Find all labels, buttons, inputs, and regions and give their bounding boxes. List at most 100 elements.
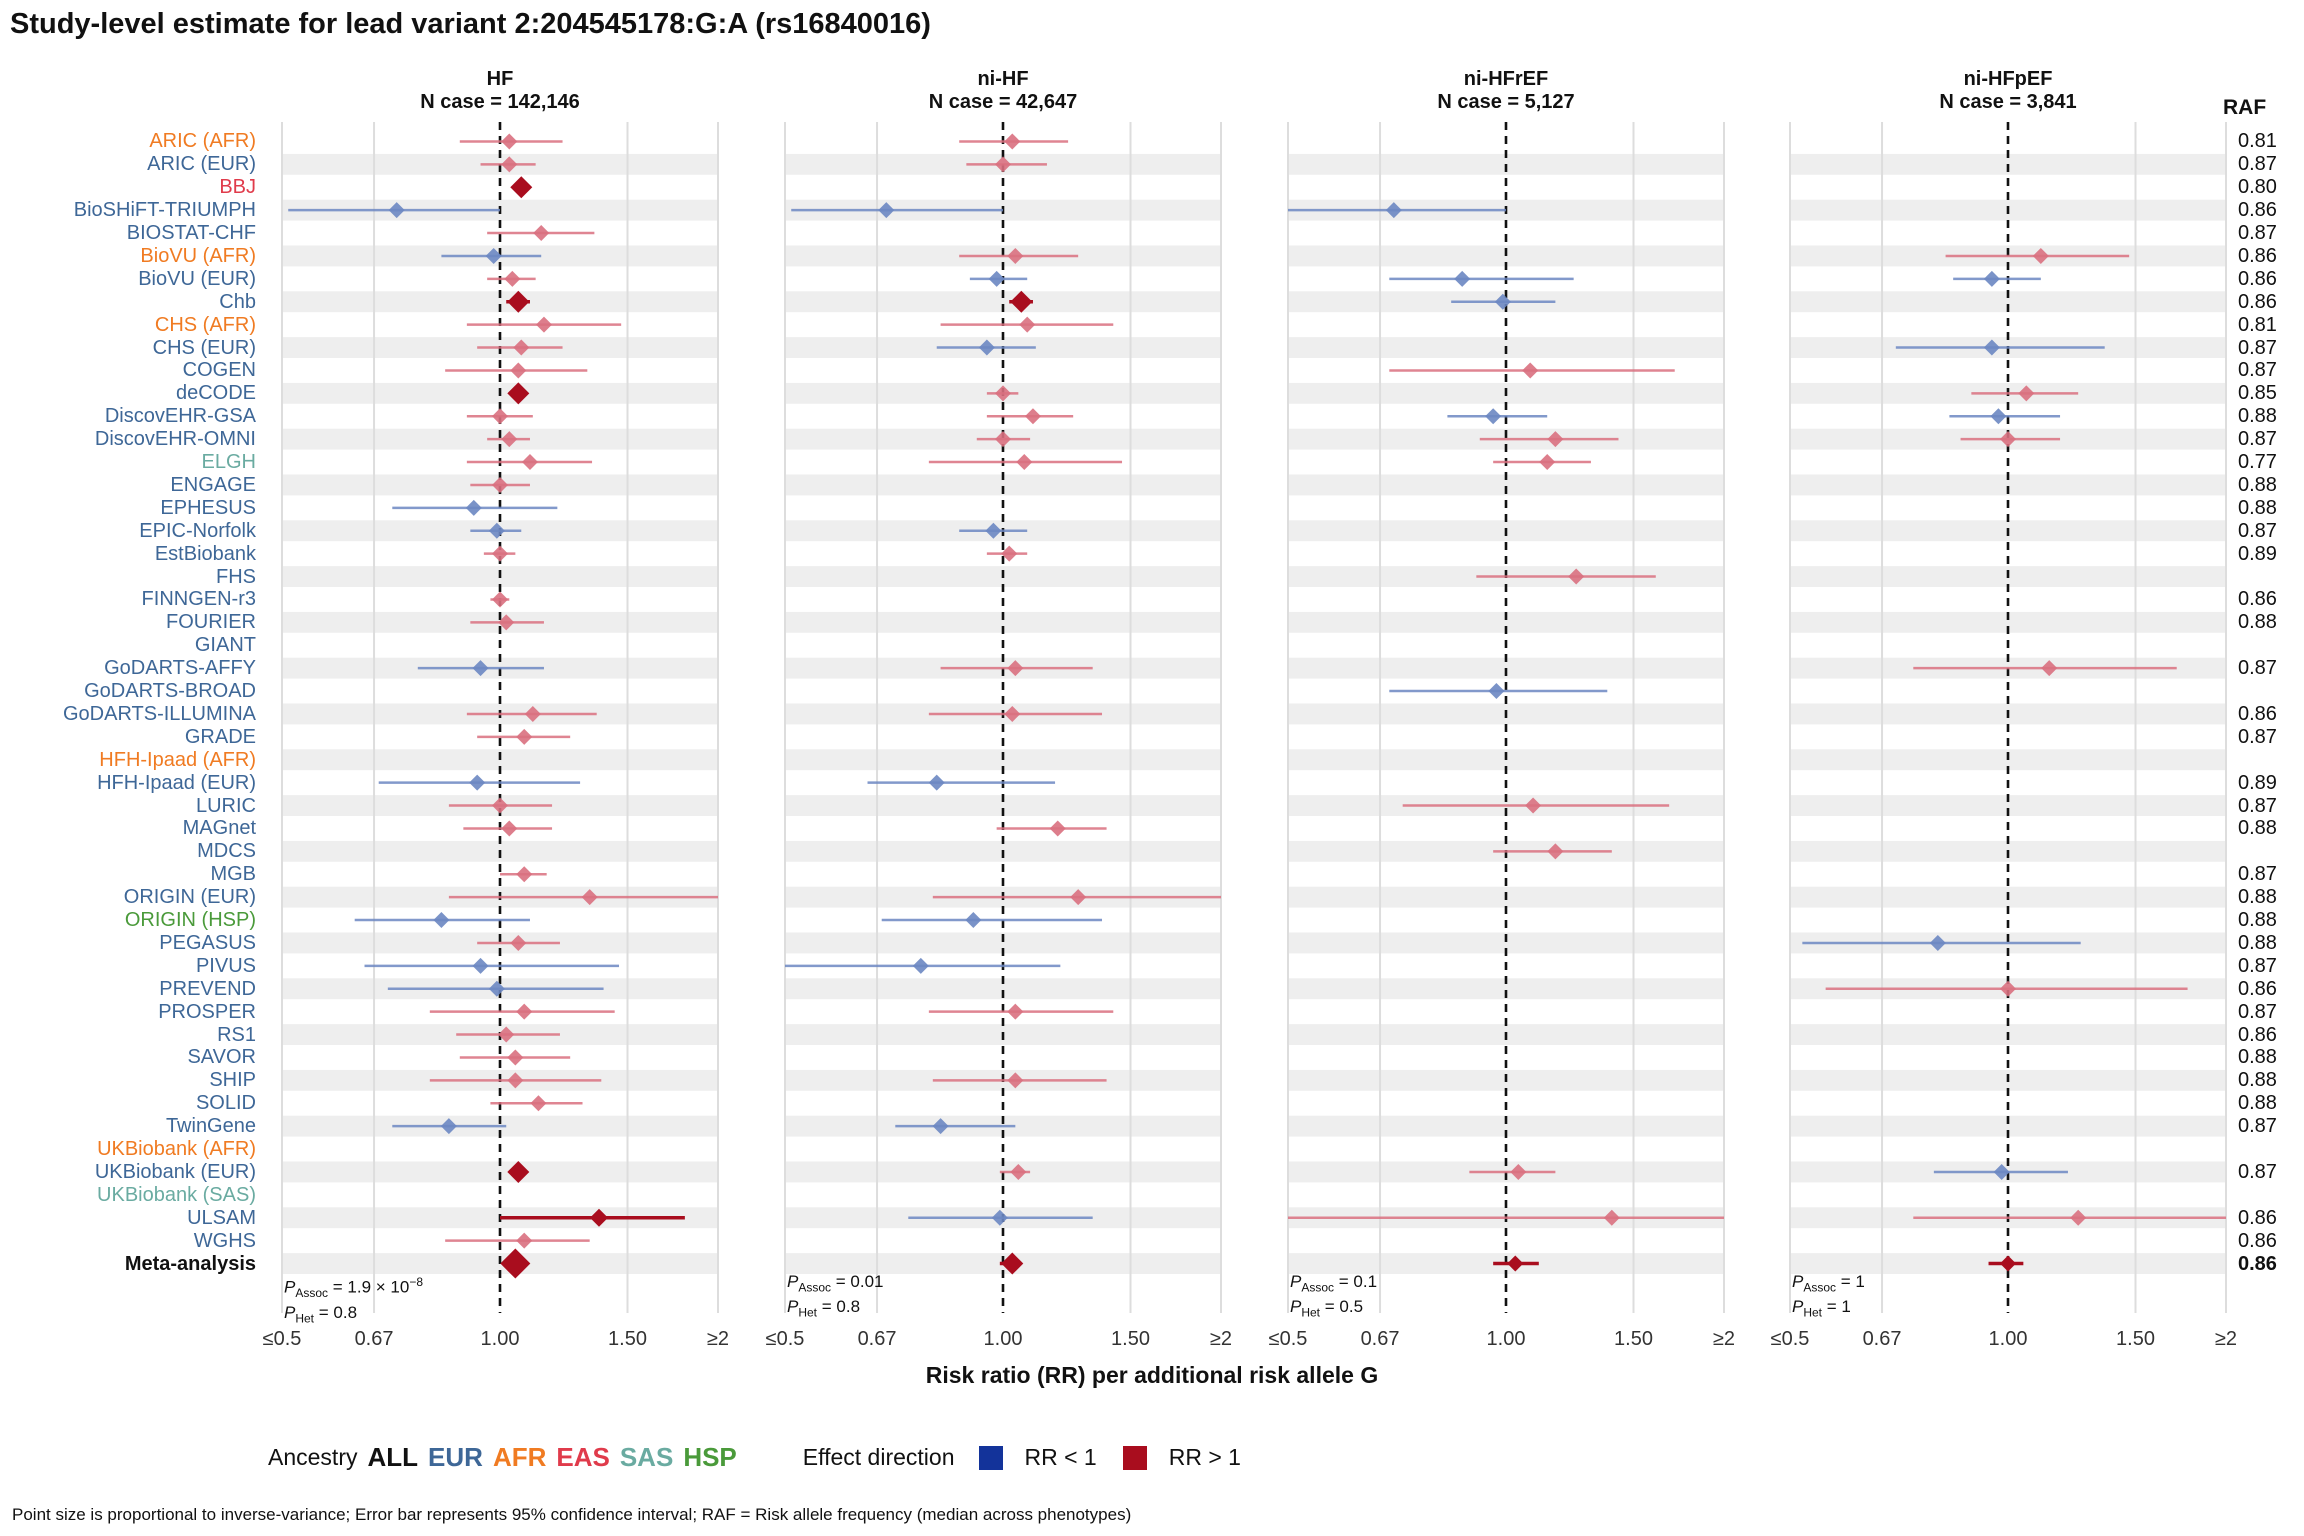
raf-value: 0.87 xyxy=(2238,863,2277,886)
raf-value: 0.87 xyxy=(2238,428,2277,451)
raf-value: 0.86 xyxy=(2238,267,2277,290)
point-estimate xyxy=(1568,568,1585,585)
x-tick-label: 1.00 xyxy=(1988,1328,2028,1350)
study-label: CHS (EUR) xyxy=(152,336,256,359)
point-estimate xyxy=(1010,1163,1027,1180)
x-tick-label: ≤0.5 xyxy=(1770,1328,1810,1350)
point-estimate xyxy=(932,1118,949,1135)
raf-value: 0.77 xyxy=(2238,451,2277,474)
raf-value: 0.89 xyxy=(2238,542,2277,565)
point-estimate xyxy=(501,133,518,150)
panel-title: ni-HFrEF N case = 5,127 xyxy=(1288,68,1724,114)
legend-ancestry-label: Ancestry xyxy=(268,1444,358,1470)
point-estimate xyxy=(1547,843,1564,860)
study-label: ENGAGE xyxy=(170,473,256,496)
study-label: HFH-Ipaad (AFR) xyxy=(99,748,256,771)
study-label: ORIGIN (EUR) xyxy=(123,886,256,909)
legend-effect-rr-lt-1: RR < 1 xyxy=(1024,1444,1097,1470)
point-estimate xyxy=(1522,362,1539,379)
study-label: EstBiobank xyxy=(154,542,256,565)
study-label: BioVU (EUR) xyxy=(138,267,256,290)
study-label: MGB xyxy=(210,863,256,886)
point-estimate xyxy=(510,176,533,199)
x-tick-label: 1.50 xyxy=(1111,1328,1150,1350)
point-estimate xyxy=(1525,797,1542,814)
study-label: EPIC-Norfolk xyxy=(139,519,256,542)
row-stripe xyxy=(1288,1115,1724,1137)
study-label: BIOSTAT-CHF xyxy=(126,222,256,245)
point-estimate xyxy=(504,270,521,287)
point-estimate xyxy=(1993,1163,2010,1180)
study-label: ARIC (AFR) xyxy=(149,130,256,153)
legend-ancestry-sas: SAS xyxy=(619,1442,674,1472)
raf-value: 0.87 xyxy=(2238,1115,2277,1138)
study-label: PIVUS xyxy=(195,954,256,977)
x-tick-label: 0.67 xyxy=(857,1328,897,1350)
study-label: GRADE xyxy=(184,725,256,748)
row-stripe xyxy=(1790,1115,2226,1137)
raf-value: 0.87 xyxy=(2238,657,2277,680)
raf-value: 0.87 xyxy=(2238,1160,2277,1183)
study-label: MDCS xyxy=(197,840,256,863)
point-estimate xyxy=(912,957,929,974)
point-estimate xyxy=(1603,1209,1620,1226)
panel-n-case: N case = 3,841 xyxy=(1939,91,2077,113)
panel-n-case: N case = 42,647 xyxy=(928,91,1078,113)
row-stripe xyxy=(1288,474,1724,496)
point-estimate xyxy=(2018,385,2035,402)
legend-ancestry-eur: EUR xyxy=(428,1442,483,1472)
x-tick-label: 1.00 xyxy=(480,1328,520,1350)
point-estimate xyxy=(1001,1252,1024,1275)
study-label: EPHESUS xyxy=(160,496,256,519)
raf-value: 0.86 xyxy=(2238,244,2277,267)
x-tick-label: 0.67 xyxy=(354,1328,394,1350)
legend-effect-rr-gt-1: RR > 1 xyxy=(1168,1444,1241,1470)
study-label: SAVOR xyxy=(187,1046,256,1069)
panel-p-values: PAssoc = 0.1 PHet = 0.5 xyxy=(1290,1272,1378,1320)
study-label: UKBiobank (EUR) xyxy=(94,1160,256,1183)
point-estimate xyxy=(488,522,505,539)
study-label: BBJ xyxy=(219,176,256,199)
x-tick-label: 1.00 xyxy=(983,1328,1023,1350)
point-estimate xyxy=(1990,408,2007,425)
study-label: COGEN xyxy=(182,359,256,382)
x-tick-label: 1.00 xyxy=(1486,1328,1526,1350)
row-stripe xyxy=(282,291,718,313)
row-stripe xyxy=(785,932,1221,954)
study-label: GoDARTS-AFFY xyxy=(104,657,256,680)
point-estimate xyxy=(507,1072,524,1089)
point-estimate xyxy=(1454,270,1471,287)
point-estimate xyxy=(513,339,530,356)
point-estimate xyxy=(500,1248,531,1279)
point-estimate xyxy=(510,934,527,951)
point-estimate xyxy=(524,705,541,722)
point-estimate xyxy=(1929,934,1946,951)
point-estimate xyxy=(1507,1255,1524,1272)
forest-plot-canvas xyxy=(281,122,2227,1313)
x-tick-label: ≥2 xyxy=(1209,1328,1233,1350)
x-tick-label: ≥2 xyxy=(1712,1328,1736,1350)
point-estimate xyxy=(978,339,995,356)
x-tick-label: 1.50 xyxy=(2116,1328,2155,1350)
point-estimate xyxy=(1983,270,2000,287)
legend-swatch-rr-lt-1 xyxy=(978,1445,1003,1470)
study-label: Meta-analysis xyxy=(124,1252,256,1275)
panel-name: ni-HFrEF xyxy=(1463,68,1549,90)
row-stripe xyxy=(282,1161,718,1183)
point-estimate xyxy=(590,1208,609,1227)
panel-title: ni-HFpEF N case = 3,841 xyxy=(1790,68,2226,114)
point-estimate xyxy=(507,1160,530,1183)
raf-value: 0.86 xyxy=(2238,1206,2277,1229)
point-estimate xyxy=(465,499,482,516)
row-stripe xyxy=(785,611,1221,633)
study-label: FINNGEN-r3 xyxy=(141,588,256,611)
study-label: GoDARTS-ILLUMINA xyxy=(62,702,256,725)
point-estimate xyxy=(1016,454,1033,471)
study-label: FHS xyxy=(216,565,256,588)
panel-n-case: N case = 142,146 xyxy=(420,91,580,113)
panel-title: HF N case = 142,146 xyxy=(282,68,718,114)
point-estimate xyxy=(433,912,450,929)
point-estimate xyxy=(533,225,550,242)
raf-value: 0.87 xyxy=(2238,1000,2277,1023)
point-estimate xyxy=(581,889,598,906)
